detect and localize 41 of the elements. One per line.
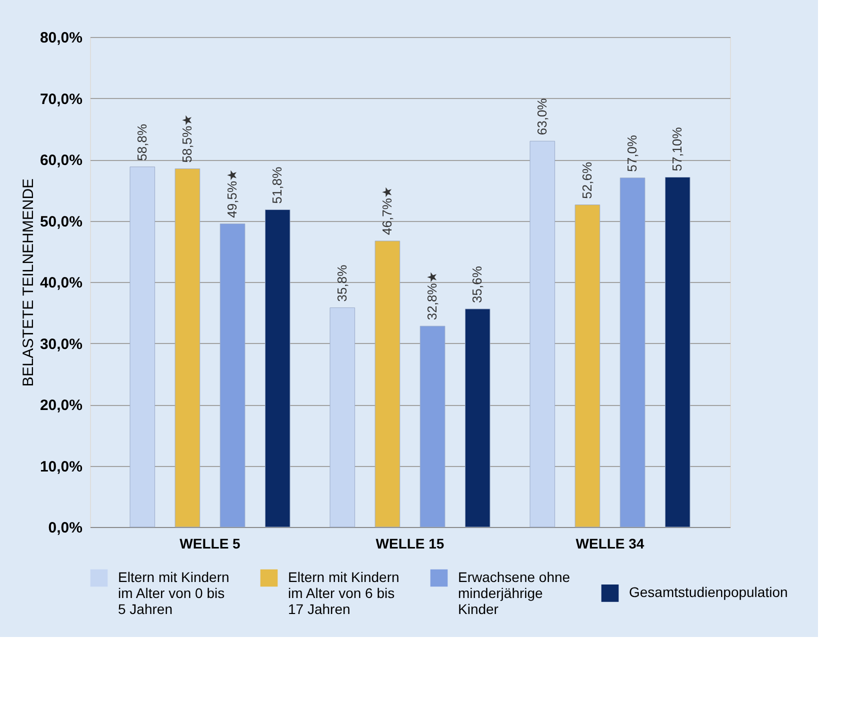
- bar: [220, 224, 246, 528]
- y-axis-title: BELASTETE TEILNEHMENDE: [20, 178, 37, 387]
- bar: [420, 326, 446, 528]
- y-tick-label: 50,0%: [40, 213, 82, 230]
- bar: [130, 166, 156, 528]
- data-label: 51,8%: [270, 166, 285, 204]
- legend-label: Erwachsene ohne minderjährige Kinder: [458, 569, 570, 617]
- y-tick-label: 70,0%: [40, 90, 82, 108]
- y-tick-label: 0,0%: [48, 520, 82, 536]
- bar: [264, 209, 290, 528]
- data-label: 58,5%★: [179, 114, 194, 163]
- y-tick-label: 30,0%: [40, 336, 82, 353]
- data-label: 57,0%: [624, 134, 640, 172]
- y-tick-label: 80,0%: [40, 30, 82, 46]
- data-label: 58,8%: [134, 124, 150, 161]
- bar: [464, 308, 490, 528]
- y-tick-label: 20,0%: [40, 397, 82, 414]
- bar: [330, 307, 356, 528]
- data-label: 35,8%: [334, 264, 350, 302]
- data-label: 35,6%: [470, 266, 485, 303]
- data-label: 32,8%★: [424, 271, 440, 320]
- data-label: 46,7%★: [379, 186, 394, 235]
- bar: [174, 168, 200, 528]
- y-tick-label: 60,0%: [40, 152, 82, 169]
- bar: [530, 140, 556, 528]
- bar: [374, 240, 400, 528]
- y-tick-label: 40,0%: [40, 274, 82, 292]
- legend-label: Gesamtstudienpopulation: [629, 584, 788, 600]
- y-tick-label: 10,0%: [40, 458, 82, 476]
- legend-label: Eltern mit Kindern im Alter von 6 bis 17 Jahren: [288, 569, 400, 617]
- data-label: 49,5%★: [224, 168, 240, 218]
- bar: [620, 178, 646, 528]
- x-tick-label: WELLE 15: [376, 536, 444, 552]
- data-label: 57,10%: [670, 126, 685, 172]
- data-label: 52,6%: [579, 162, 594, 199]
- bar: [574, 204, 600, 528]
- bar: [664, 177, 690, 528]
- x-tick-label: WELLE 34: [576, 536, 644, 552]
- data-label: 63,0%: [534, 98, 550, 136]
- x-tick-label: WELLE 5: [180, 536, 241, 552]
- legend-label: Eltern mit Kindern im Alter von 0 bis 5 Jahren: [118, 569, 230, 617]
